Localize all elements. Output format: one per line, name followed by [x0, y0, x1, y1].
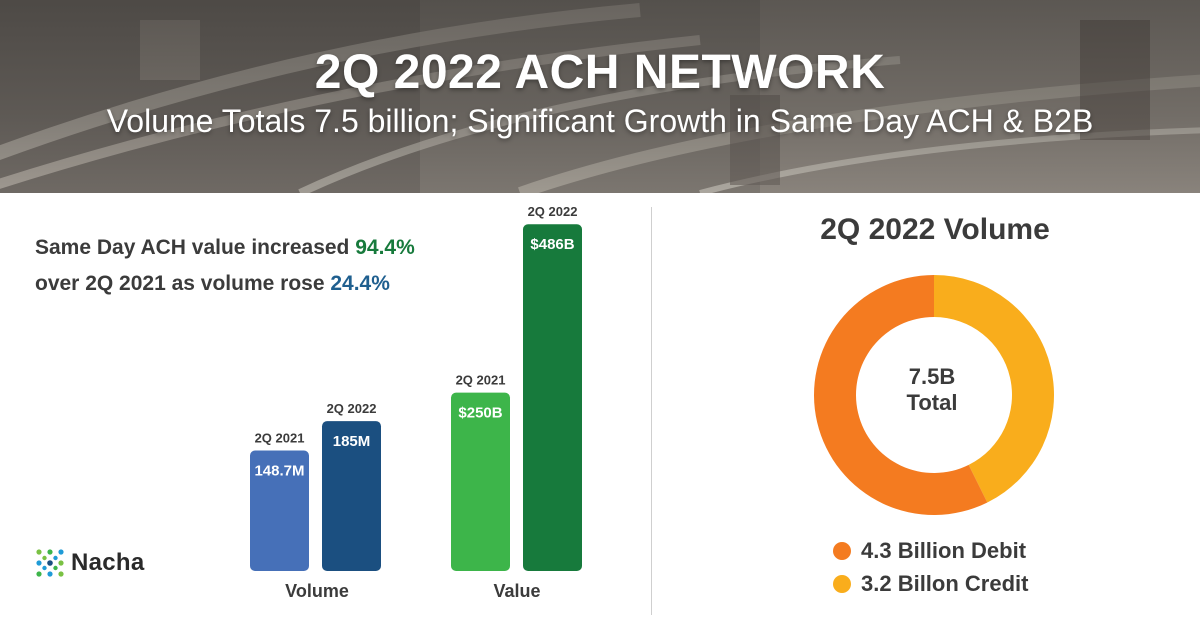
bar-value-2q-2022: [523, 224, 582, 571]
bar-volume-2q-2022: [322, 421, 381, 571]
bar-value-label: $486B: [530, 236, 574, 253]
bar-value-label: 148.7M: [254, 463, 304, 480]
donut-legend: 4.3 Billion Debit 3.2 Billon Credit: [833, 534, 1028, 600]
bar-category-label: 2Q 2021: [456, 373, 506, 388]
bar-value-label: $250B: [458, 405, 502, 422]
bar-value-2q-2021: [451, 392, 510, 571]
header-banner: 2Q 2022 ACH NETWORK Volume Totals 7.5 bi…: [0, 0, 1200, 193]
legend-label: 4.3 Billion Debit: [861, 537, 1027, 563]
nacha-logo-icon: [36, 549, 64, 577]
bar-chart: 148.7M 2Q 2021 185M 2Q 2022 Volume $250B 2Q 20…: [250, 204, 582, 601]
section-divider: [651, 207, 652, 615]
volume-increase-pct: 24.4%: [330, 272, 390, 295]
headline-line-2: over 2Q 2021 as volume rose 24.4%: [35, 266, 465, 302]
donut-slice-debit: [814, 275, 988, 515]
headline-part-2: over 2Q 2021 as volume rose: [35, 272, 331, 295]
headline-part-1: Same Day ACH value increased: [35, 236, 356, 259]
nacha-logo: Nacha: [35, 548, 145, 578]
legend-label: 3.2 Billon Credit: [861, 570, 1029, 596]
bar-value-label: 185M: [333, 433, 371, 450]
page-subtitle: Volume Totals 7.5 billion; Significant G…: [106, 103, 1094, 139]
page-title: 2Q 2022 ACH NETWORK: [314, 46, 886, 99]
nacha-logo-text: Nacha: [71, 549, 145, 576]
donut-center-label: 7.5B Total: [862, 364, 1002, 416]
legend-item-debit: 4.3 Billion Debit: [833, 534, 1028, 567]
bar-category-label: 2Q 2022: [327, 401, 377, 416]
legend-swatch: [833, 574, 851, 593]
headline-text: Same Day ACH value increased 94.4% over …: [35, 230, 465, 302]
donut-center-caption: Total: [906, 390, 958, 415]
bar-category-label: 2Q 2021: [255, 431, 305, 446]
headline-line-1: Same Day ACH value increased 94.4%: [35, 230, 465, 266]
donut-slice-credit: [934, 275, 1054, 503]
value-increase-pct: 94.4%: [355, 236, 415, 259]
bar-group-label-value: Value: [493, 581, 540, 601]
donut-chart: [814, 275, 1054, 515]
bar-volume-2q-2021: [250, 450, 309, 571]
donut-center-total: 7.5B: [908, 364, 956, 389]
bar-group-label-volume: Volume: [285, 581, 349, 601]
bar-category-label: 2Q 2022: [528, 204, 578, 219]
donut-title: 2Q 2022 Volume: [820, 213, 1050, 246]
legend-item-credit: 3.2 Billon Credit: [833, 567, 1028, 600]
legend-swatch: [833, 541, 851, 560]
